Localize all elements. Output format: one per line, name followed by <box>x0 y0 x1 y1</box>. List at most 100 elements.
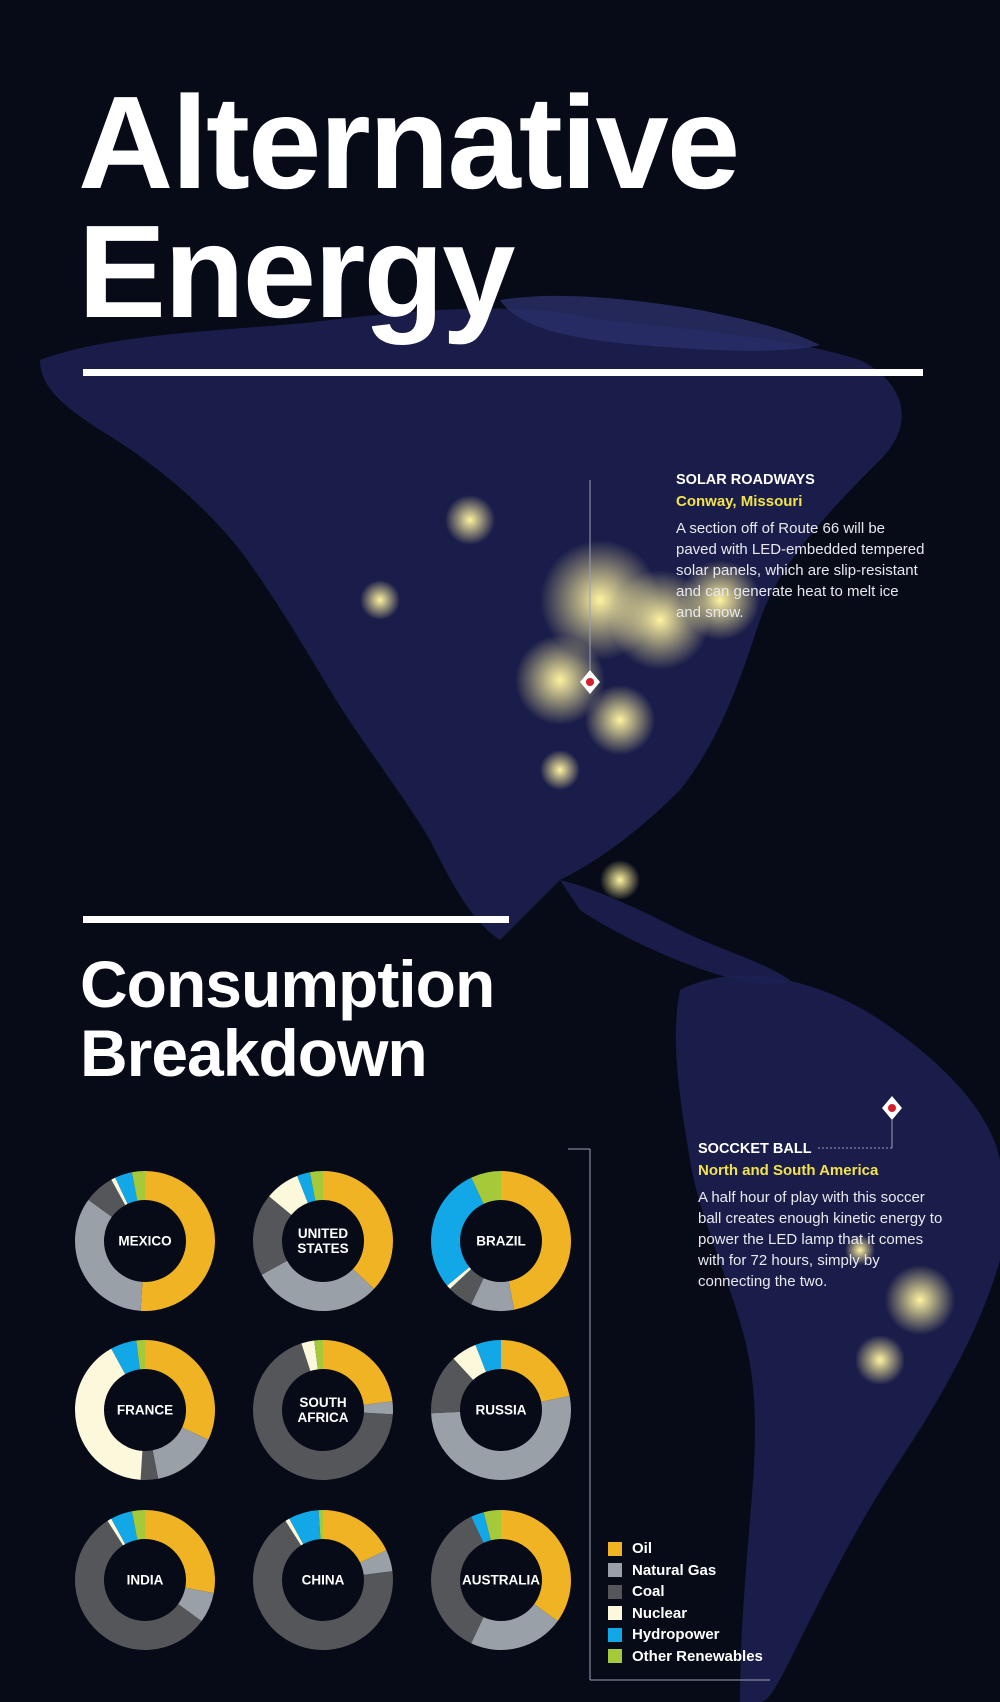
donut-slice-nuclear <box>453 1344 487 1380</box>
donut-slice-natural-gas <box>471 1604 558 1650</box>
donut-slice-natural-gas <box>178 1587 214 1622</box>
donut-slice-coal <box>449 1269 484 1305</box>
page-title: Alternative Energy <box>78 69 740 346</box>
donut-slice-coal <box>88 1179 126 1217</box>
donut-slice-hydropower <box>297 1172 316 1203</box>
callout-location: North and South America <box>698 1162 879 1179</box>
donut-slice-natural-gas <box>261 1260 375 1311</box>
donut-slice-oil <box>323 1171 394 1289</box>
donut-label: INDIA <box>126 1572 164 1588</box>
donut-slice-nuclear <box>111 1177 128 1206</box>
callout-body: A section off of Route 66 will be paved … <box>676 520 925 621</box>
legend-item: Coal <box>608 1581 763 1603</box>
legend-swatch <box>608 1627 622 1642</box>
donut-slice-coal <box>431 1516 484 1644</box>
donut-china <box>253 1510 393 1651</box>
donut-slice-natural-gas <box>471 1278 515 1311</box>
socket-ball-callout: SOCCKET BALL North and South America A h… <box>698 1139 948 1292</box>
donut-slice-coal <box>74 1520 202 1651</box>
legend-item: Oil <box>608 1538 763 1560</box>
legend-swatch <box>608 1563 622 1578</box>
solar-roadways-callout: SOLAR ROADWAYS Conway, Missouri A sectio… <box>676 470 926 623</box>
arctic-islands <box>500 295 820 351</box>
donut-slice-oil <box>501 1510 571 1622</box>
callout-heading: SOCCKET BALL <box>698 1141 812 1157</box>
donut-slice-oil <box>323 1510 387 1563</box>
donut-slice-other-renewables <box>131 1171 145 1201</box>
donut-slice-oil <box>323 1340 393 1405</box>
donut-slice-natural-gas <box>363 1401 393 1415</box>
donut-slice-oil <box>145 1510 215 1594</box>
donut-mexico <box>75 1171 216 1311</box>
chart-legend: Oil Natural Gas Coal Nuclear Hydropower Other… <box>608 1538 763 1667</box>
callout-location: Conway, Missouri <box>676 493 803 510</box>
donut-slice-other-renewables <box>483 1510 501 1541</box>
donut-slice-hydropower <box>431 1177 484 1286</box>
donut-label: CHINA <box>301 1572 345 1588</box>
donut-slice-oil <box>140 1171 216 1311</box>
north-america-landmass <box>40 308 902 940</box>
south-america-landmass <box>675 975 1000 1702</box>
donut-slice-oil <box>501 1171 572 1310</box>
section-divider <box>83 916 509 923</box>
donut-slice-other-renewables <box>131 1510 145 1540</box>
donut-slice-nuclear <box>107 1518 126 1546</box>
donut-australia <box>431 1510 571 1650</box>
donut-slice-hydropower <box>475 1340 501 1372</box>
legend-swatch <box>608 1584 622 1599</box>
title-divider <box>83 369 923 376</box>
donut-russia <box>431 1340 571 1480</box>
donut-slice-oil <box>501 1340 570 1402</box>
legend-label: Oil <box>632 1540 653 1558</box>
donut-united-states <box>253 1171 394 1311</box>
donut-slice-natural-gas <box>360 1550 393 1575</box>
legend-label: Hydropower <box>632 1626 720 1644</box>
ball-pin-icon <box>882 1096 902 1120</box>
legend-label: Nuclear <box>632 1604 688 1622</box>
donut-slice-hydropower <box>115 1172 138 1204</box>
donut-slice-other-renewables <box>136 1340 145 1370</box>
legend-swatch <box>608 1649 622 1664</box>
donut-label: BRAZIL <box>476 1233 526 1249</box>
donut-slice-oil <box>145 1340 215 1440</box>
donut-france <box>75 1340 215 1480</box>
donut-slice-natural-gas <box>152 1427 209 1479</box>
donut-brazil <box>431 1171 572 1311</box>
donut-label: SOUTH AFRICA <box>297 1395 349 1425</box>
legend-item: Other Renewables <box>608 1646 763 1668</box>
donut-slice-coal <box>140 1450 159 1480</box>
donut-india <box>74 1510 215 1651</box>
callout-heading: SOLAR ROADWAYS <box>676 472 815 488</box>
donut-slice-other-renewables <box>309 1171 323 1201</box>
donut-slice-coal <box>253 1343 393 1480</box>
donut-label: MEXICO <box>118 1233 172 1249</box>
legend-label: Natural Gas <box>632 1561 717 1579</box>
donut-slice-nuclear <box>447 1267 472 1289</box>
donut-slice-nuclear <box>269 1175 308 1215</box>
title-line-1: Alternative <box>78 69 740 216</box>
solar-pin-icon <box>580 670 600 694</box>
title-line-2: Energy <box>78 198 516 346</box>
callout-body: A half hour of play with this soccer bal… <box>698 1189 943 1290</box>
donut-label: FRANCE <box>116 1402 174 1418</box>
legend-item: Natural Gas <box>608 1560 763 1582</box>
city-lights <box>360 495 955 1385</box>
donut-slice-hydropower <box>471 1512 491 1543</box>
donut-label: AUSTRALIA <box>462 1572 540 1588</box>
donut-slice-coal <box>431 1358 474 1414</box>
donut-slice-coal <box>253 1520 393 1651</box>
donut-label: UNITED STATES <box>297 1226 349 1256</box>
legend-label: Coal <box>632 1583 665 1601</box>
central-america <box>560 880 790 985</box>
legend-swatch <box>608 1606 622 1621</box>
section-title: Consumption Breakdown <box>80 950 495 1087</box>
donut-slice-natural-gas <box>431 1395 571 1480</box>
donut-slice-coal <box>253 1196 292 1275</box>
legend-swatch <box>608 1541 622 1556</box>
donut-slice-hydropower <box>111 1340 140 1375</box>
donut-south-africa <box>253 1340 393 1480</box>
donut-label: RUSSIA <box>475 1402 527 1418</box>
